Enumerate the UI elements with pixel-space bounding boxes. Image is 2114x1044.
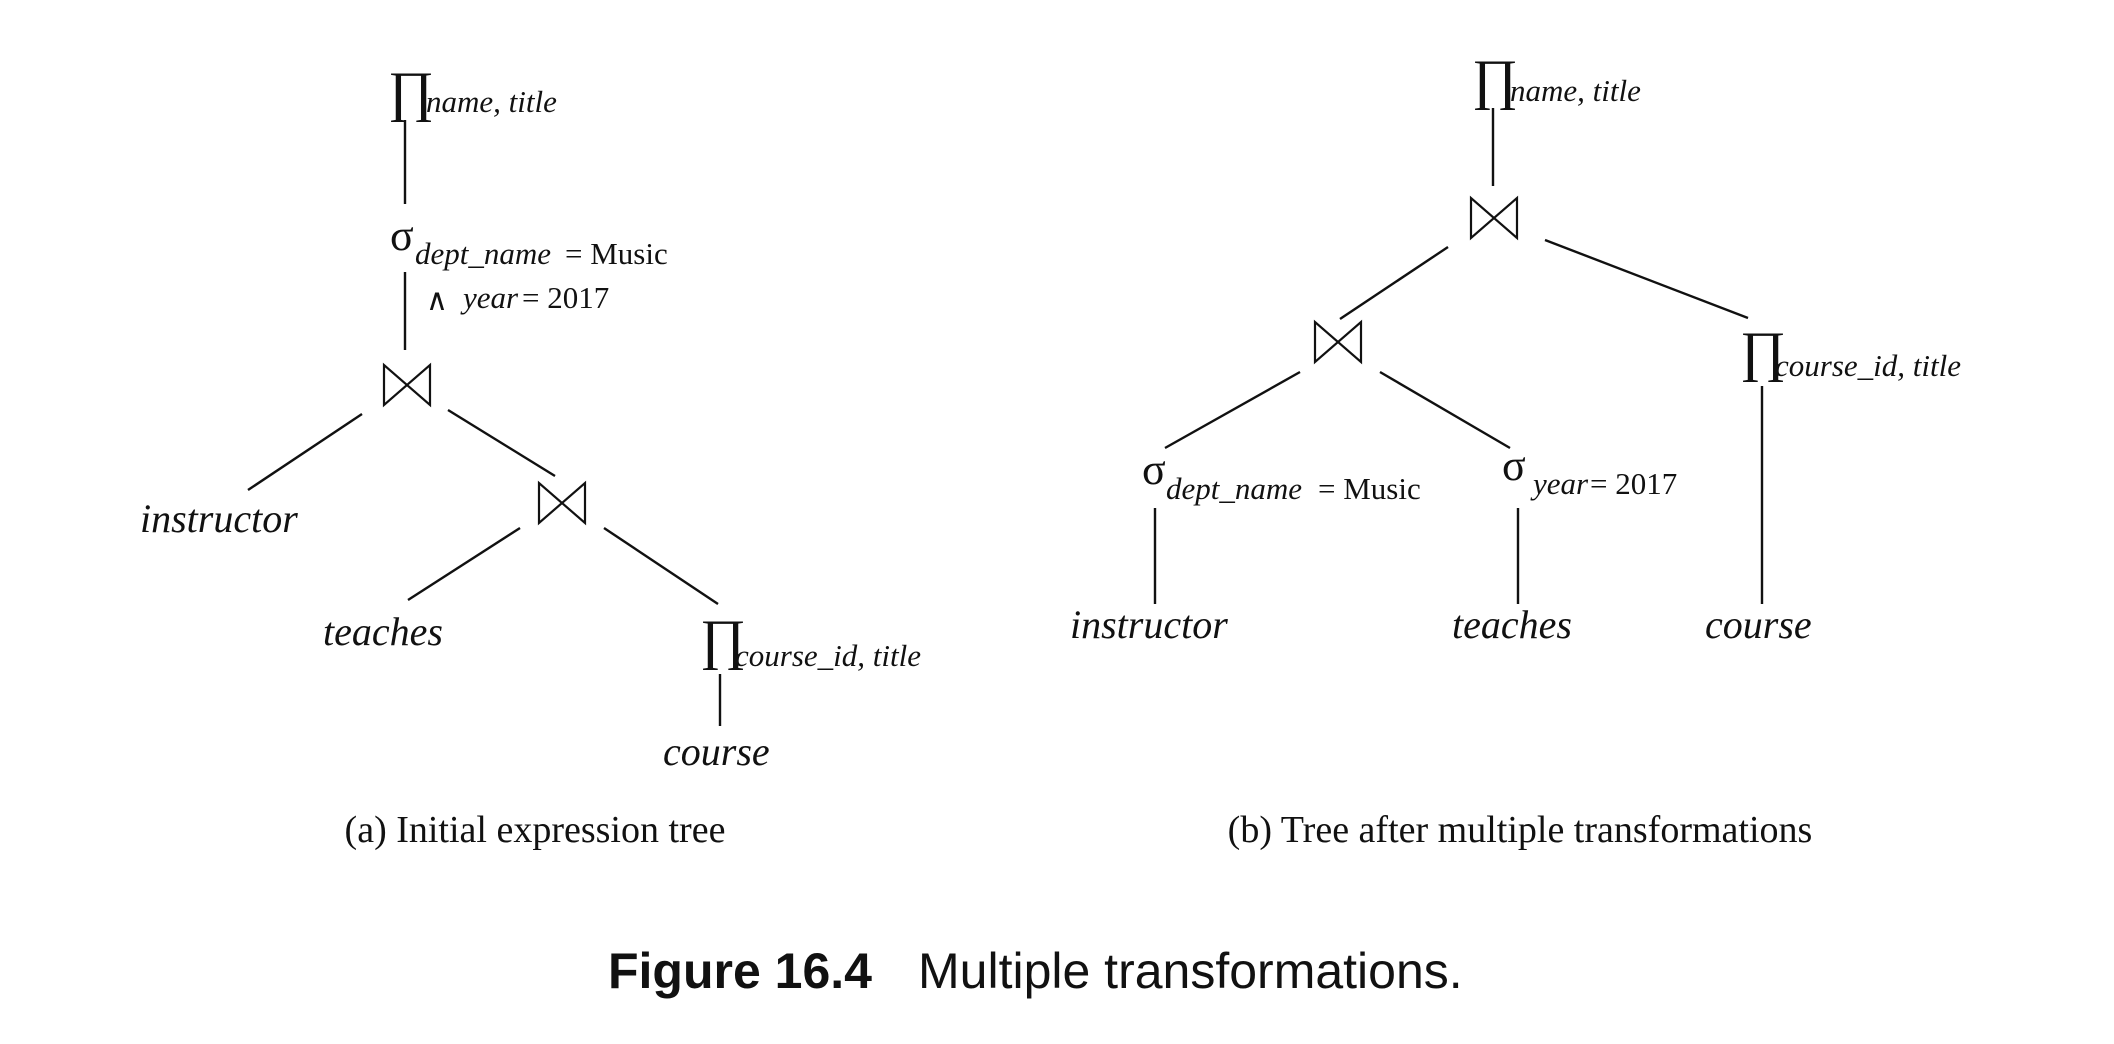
relation-teaches-a: teaches <box>323 609 443 654</box>
projection-symbol: ∏ <box>388 61 434 123</box>
selection-condition-music: = Music <box>565 236 668 271</box>
selection-node-b-dept: σ dept_name = Music <box>1142 445 1421 506</box>
selection-attribute-dept: dept_name <box>1166 471 1302 506</box>
projection-attributes: course_id, title <box>1775 348 1961 383</box>
relation-instructor-b: instructor <box>1070 602 1228 647</box>
selection-node-b-year: σ year = 2017 <box>1502 441 1677 501</box>
edge-b-leftjoin-sel1 <box>1164 370 1301 450</box>
caption-a: (a) Initial expression tree <box>345 809 726 851</box>
projection-symbol: ∏ <box>700 609 746 671</box>
and-symbol: ∧ <box>426 284 448 317</box>
selection-symbol: σ <box>1502 441 1526 490</box>
edge-b-join-leftjoin <box>1339 246 1449 320</box>
selection-symbol: σ <box>1142 445 1166 494</box>
join-symbol-a-inner <box>537 481 587 525</box>
edge-a-join-innerjoin <box>447 408 556 478</box>
selection-attribute-year: year <box>1530 466 1589 501</box>
join-symbol-b-left <box>1313 320 1363 364</box>
projection-attributes: name, title <box>1510 73 1641 108</box>
selection-attribute-dept: dept_name <box>415 236 551 271</box>
projection-node-a-inner: ∏ course_id, title <box>700 609 921 673</box>
selection-attribute-year: year <box>460 280 519 315</box>
projection-symbol: ∏ <box>1740 321 1786 383</box>
join-symbol-a-top <box>382 363 432 407</box>
relation-teaches-b: teaches <box>1452 602 1572 647</box>
projection-node-b-root: ∏ name, title <box>1472 49 1641 111</box>
projection-node-b-right: ∏ course_id, title <box>1740 321 1961 383</box>
edge-a-innerjoin-teaches <box>407 526 521 602</box>
relation-course-a: course <box>663 729 770 774</box>
caption-b: (b) Tree after multiple transformations <box>1228 809 1813 851</box>
selection-symbol: σ <box>390 211 414 260</box>
tree-b: ∏ name, title ∏ course_id, title σ dept_… <box>1070 49 1961 851</box>
projection-attributes: name, title <box>426 84 557 119</box>
projection-symbol: ∏ <box>1472 49 1518 111</box>
selection-condition-music: = Music <box>1318 471 1421 506</box>
relation-instructor-a: instructor <box>140 496 298 541</box>
tree-a: ∏ name, title σ dept_name = Music ∧ year… <box>140 61 921 851</box>
join-symbol-b-top <box>1469 196 1519 240</box>
projection-node-a-root: ∏ name, title <box>388 61 557 123</box>
selection-condition-2017: = 2017 <box>1590 466 1677 501</box>
relation-course-b: course <box>1705 602 1812 647</box>
projection-attributes: course_id, title <box>735 638 921 673</box>
edge-a-join-instructor <box>247 413 363 491</box>
edge-b-leftjoin-sel2 <box>1379 370 1511 450</box>
figure-number: Figure 16.4 <box>608 943 872 999</box>
edge-a-innerjoin-proj <box>603 527 719 605</box>
figure-caption: Figure 16.4 Multiple transformations. <box>608 943 1463 999</box>
selection-condition-2017: = 2017 <box>522 280 609 315</box>
edge-b-join-rightproj <box>1544 238 1749 320</box>
figure-title: Multiple transformations. <box>918 943 1463 999</box>
selection-node-a: σ dept_name = Music ∧ year = 2017 <box>390 211 668 317</box>
